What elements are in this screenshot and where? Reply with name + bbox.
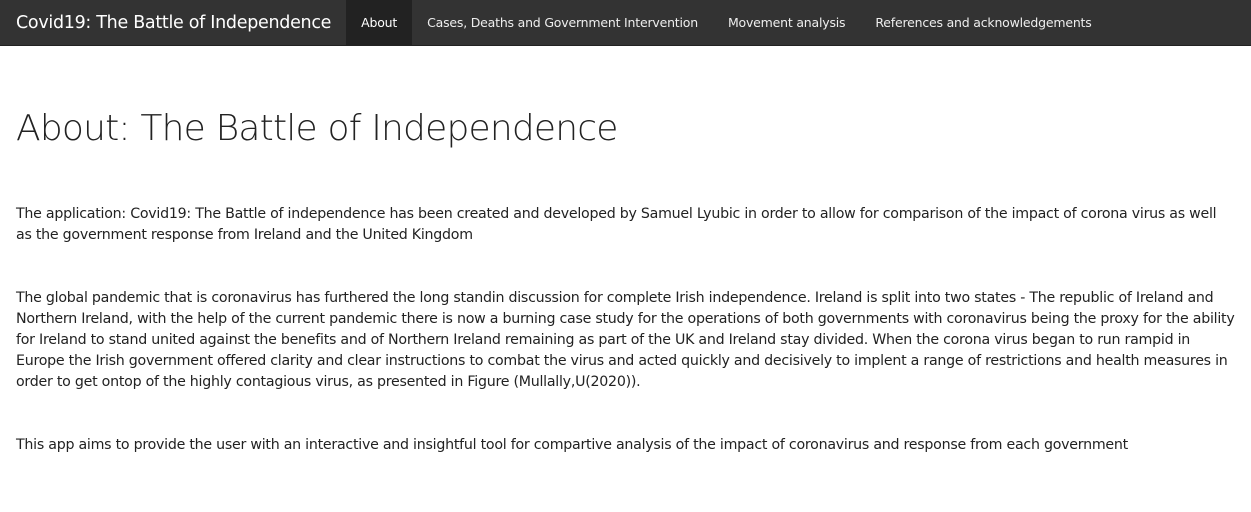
nav-tabs: About Cases, Deaths and Government Inter… xyxy=(346,0,1106,45)
top-navbar: Covid19: The Battle of Independence Abou… xyxy=(0,0,1251,46)
tab-movement-analysis[interactable]: Movement analysis xyxy=(727,15,846,30)
intro-paragraph: The application: Covid19: The Battle of … xyxy=(16,206,1217,243)
tab-cases-deaths-intervention[interactable]: Cases, Deaths and Government Interventio… xyxy=(427,15,698,30)
tab-references-acknowledgements[interactable]: References and acknowledgements xyxy=(875,15,1092,30)
tab-about[interactable]: About xyxy=(346,0,413,45)
app-aim-paragraph: This app aims to provide the user with a… xyxy=(16,437,1128,453)
background-paragraph: The global pandemic that is coronavirus … xyxy=(16,290,1235,390)
page-title: About: The Battle of Independence xyxy=(16,108,618,149)
app-brand-title[interactable]: Covid19: The Battle of Independence xyxy=(16,13,332,33)
